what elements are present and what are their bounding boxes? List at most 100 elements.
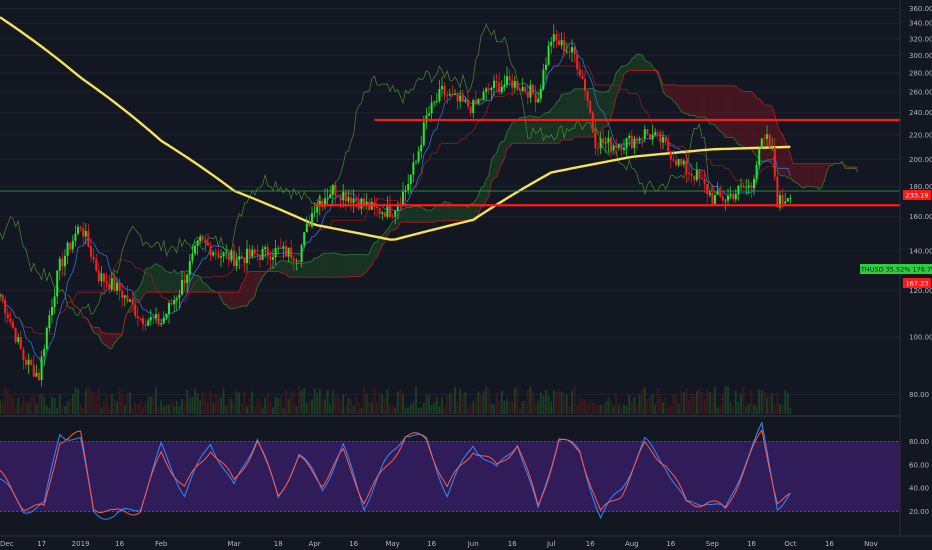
candle-body (305, 223, 308, 233)
volume-bar (350, 399, 352, 414)
cloud-segment (715, 85, 718, 129)
candle-body (303, 232, 306, 246)
candle-body (196, 240, 199, 247)
volume-bar (734, 390, 737, 414)
volume-bar (685, 388, 688, 414)
volume-bar (404, 407, 407, 414)
time-tick-label: Mar (227, 540, 240, 548)
cloud-segment (738, 89, 741, 146)
volume-bar (113, 399, 116, 414)
candle-body (659, 132, 662, 143)
cloud-segment (735, 86, 739, 145)
volume-bar (165, 404, 168, 414)
candle-body (329, 194, 332, 199)
candle-body (383, 212, 386, 217)
cloud-segment (595, 90, 598, 135)
candle-body (467, 99, 469, 107)
cloud-segment (637, 54, 640, 71)
cloud-segment (353, 254, 357, 277)
volume-bar (552, 390, 555, 414)
volume-bar (370, 402, 373, 414)
price-tick-label: 220.00 (909, 131, 932, 139)
cloud-segment (717, 85, 721, 132)
volume-bar (17, 397, 20, 414)
cloud-segment (694, 85, 697, 118)
candle-body (542, 69, 545, 90)
volume-bar (415, 386, 417, 414)
volume-bar (43, 397, 46, 414)
volume-bar (321, 398, 324, 414)
cloud-segment (111, 333, 115, 349)
cloud-segment (754, 94, 757, 157)
candle-body (669, 151, 672, 160)
candle-body (721, 196, 724, 201)
cloud-segment (439, 204, 442, 221)
volume-bar (243, 391, 246, 414)
cloud-segment (98, 327, 102, 342)
cloud-segment (286, 261, 289, 278)
candle-body (87, 230, 90, 247)
cloud-segment (689, 85, 692, 116)
volume-bar (425, 395, 428, 414)
cloud-segment (681, 85, 684, 114)
candle-body (740, 185, 742, 187)
volume-bar (721, 393, 724, 414)
cloud-segment (293, 262, 297, 278)
candle-body (326, 198, 329, 199)
volume-bar (209, 390, 212, 414)
cloud-segment (426, 210, 429, 223)
cloud-segment (343, 254, 346, 278)
cloud-segment (782, 133, 786, 176)
cloud-segment (288, 261, 292, 278)
candle-body (321, 201, 324, 206)
candle-body (66, 242, 69, 256)
candle-body (19, 337, 22, 350)
candle-body (191, 253, 194, 261)
volume-bar (776, 391, 779, 414)
candle-body (157, 314, 160, 325)
cloud-segment (491, 155, 494, 183)
cloud-segment (720, 85, 723, 133)
volume-bar (740, 393, 742, 414)
time-tick-label: 16 (747, 540, 756, 548)
cloud-segment (231, 292, 234, 309)
cloud-segment (161, 266, 164, 293)
volume-bar (745, 405, 748, 414)
volume-bar (526, 389, 529, 414)
cloud-segment (226, 292, 229, 308)
cloud-segment (691, 85, 695, 116)
volume-bar (282, 407, 285, 414)
candle-body (386, 204, 389, 217)
volume-bar (643, 387, 646, 414)
candle-body (732, 194, 735, 200)
tenkan-line (0, 42, 791, 365)
candle-body (131, 299, 134, 305)
volume-bar (92, 391, 95, 414)
cloud-segment (296, 263, 299, 278)
price-axis: 360.00 340.00 320.00 300.00 280.00 260.00 240.… (909, 5, 932, 399)
current-price-tag: ETHUSD 35.52% 176.79 (857, 264, 932, 274)
candle-body (708, 193, 711, 195)
volume-bar (381, 394, 384, 414)
time-tick-label: 17 (37, 540, 46, 548)
candle-body (456, 94, 459, 102)
volume-bar (365, 394, 368, 414)
volume-bar (149, 396, 152, 414)
candle-body (524, 87, 527, 92)
volume-bar (160, 400, 163, 414)
candle-body (204, 239, 207, 243)
volume-bar (584, 399, 586, 414)
candle-body (35, 372, 38, 377)
volume-bar (152, 396, 155, 414)
candle-body (147, 320, 150, 326)
resistance-tag-label: 233.19 (906, 192, 929, 200)
candle-body (248, 248, 251, 257)
cloud-segment (634, 54, 637, 71)
volume-bar (680, 390, 683, 414)
cloud-segment (668, 84, 671, 98)
price-tick-label: 120.00 (909, 287, 932, 295)
candle-body (285, 246, 287, 257)
cloud-segment (195, 275, 198, 293)
candle-body (602, 138, 605, 144)
